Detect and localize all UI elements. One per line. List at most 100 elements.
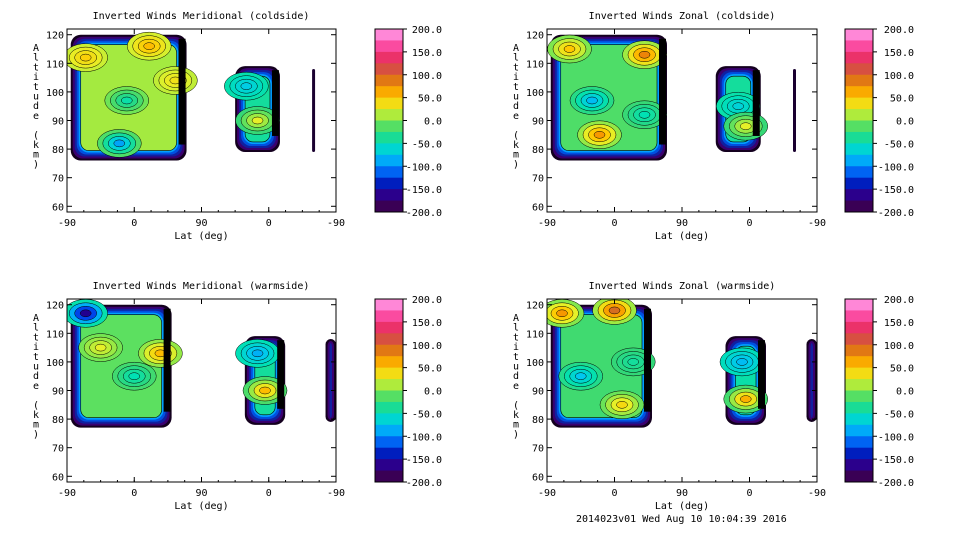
contour-level (616, 401, 628, 409)
x-tick-label: 0 (131, 218, 137, 229)
colorbar-tick-label: -200.0 (878, 478, 914, 489)
data-region-3 (806, 339, 817, 422)
colorbar-segment (375, 344, 403, 357)
colorbar-tick-label: -200.0 (878, 208, 914, 219)
colorbar-segment (845, 131, 873, 144)
contour-field (547, 34, 796, 161)
contour-level (113, 139, 126, 148)
y-tick-label: 70 (52, 174, 64, 185)
colorbar-tick-label: 100.0 (412, 341, 442, 352)
contour-level (638, 111, 651, 119)
colorbar-segment (375, 424, 403, 437)
colorbar-tick-label: -50.0 (412, 409, 442, 420)
contour-field (67, 299, 336, 428)
colorbar-tick-label: -50.0 (412, 139, 442, 150)
y-tick-label: 100 (46, 358, 64, 369)
colorbar-tick-label: -150.0 (878, 185, 914, 196)
y-tick-label: 80 (52, 145, 64, 156)
x-tick-label: 90 (676, 218, 688, 229)
data-region-3 (793, 69, 796, 152)
colorbar-tick-label: 200.0 (412, 25, 442, 36)
edge-bar (178, 38, 186, 145)
contour-level (143, 42, 155, 50)
colorbar-segment (845, 143, 873, 156)
y-tick-label: 100 (526, 88, 544, 99)
y-tick-label: 80 (532, 145, 544, 156)
data-region-2 (715, 66, 768, 152)
x-tick-label: 90 (195, 218, 207, 229)
colorbar-segment (375, 86, 403, 99)
contour-level (121, 96, 133, 105)
x-tick-label: 0 (611, 218, 617, 229)
colorbar-segment (375, 390, 403, 403)
colorbar-segment (845, 109, 873, 121)
panel-4: Inverted Winds Zonal (warmside) -90 0 90 0 -9… (513, 281, 914, 512)
contour-level (563, 45, 576, 53)
colorbar-segment (375, 459, 403, 472)
x-tick-label: 90 (195, 488, 207, 499)
edge-bar (163, 308, 171, 412)
y-tick-label: 110 (526, 329, 544, 340)
colorbar-segment (375, 109, 403, 121)
colorbar-tick-label: 100.0 (412, 71, 442, 82)
colorbar-segment (845, 413, 873, 426)
colorbar-tick-label: -200.0 (406, 478, 442, 489)
data-region-1 (67, 299, 183, 428)
colorbar-segment (845, 321, 873, 334)
colorbar-segment (375, 166, 403, 179)
colorbar-segment (845, 177, 873, 190)
colorbar-segment (375, 299, 403, 311)
y-tick-label: 110 (526, 59, 544, 70)
x-tick-label: -90 (327, 218, 345, 229)
y-tick-label: 90 (532, 117, 544, 128)
colorbar-segment (845, 29, 873, 41)
colorbar-tick-label: -150.0 (878, 455, 914, 466)
x-tick-label: 0 (746, 488, 752, 499)
contour-field (547, 299, 817, 428)
colorbar-tick-label: -50.0 (884, 139, 914, 150)
colorbar-segment (375, 379, 403, 391)
contour-level (586, 96, 598, 105)
x-axis-label: Lat (deg) (655, 231, 709, 242)
x-tick-label: -90 (808, 218, 826, 229)
colorbar-tick-label: 50.0 (890, 94, 914, 105)
data-region-2 (235, 336, 288, 425)
colorbar-segment (375, 131, 403, 144)
colorbar-tick-label: -100.0 (406, 162, 442, 173)
contour-level (240, 82, 253, 90)
colorbar-tick-label: 0.0 (424, 117, 442, 128)
contour-level (251, 116, 264, 125)
data-region-1 (67, 31, 198, 161)
x-tick-label: -90 (58, 218, 76, 229)
colorbar-segment (845, 401, 873, 414)
contour-level (608, 306, 621, 315)
colorbar-segment (845, 379, 873, 391)
colorbar-tick-label: 150.0 (884, 48, 914, 59)
y-tick-label: 120 (526, 31, 544, 42)
colorbar-tick-label: 0.0 (896, 117, 914, 128)
x-tick-label: 90 (676, 488, 688, 499)
x-tick-label: 0 (611, 488, 617, 499)
edge-bar (277, 340, 285, 409)
x-tick-label: 0 (266, 488, 272, 499)
colorbar-segment (375, 143, 403, 156)
colorbar-segment (375, 120, 403, 133)
contour-field (67, 31, 316, 161)
y-tick-label: 90 (532, 387, 544, 398)
colorbar-segment (375, 333, 403, 346)
data-region-1 (547, 299, 656, 428)
contour-level (251, 349, 264, 358)
colorbar-segment (845, 299, 873, 311)
x-axis-label: Lat (deg) (174, 231, 228, 242)
colorbar-segment (845, 424, 873, 437)
data-region-1 (547, 34, 667, 161)
contour-level (94, 343, 107, 352)
colorbar-segment (845, 310, 873, 323)
colorbar-tick-label: -100.0 (878, 432, 914, 443)
contour-level (732, 102, 744, 110)
colorbar-segment (375, 470, 403, 483)
contour-level (259, 386, 271, 395)
colorbar-tick-label: -50.0 (884, 409, 914, 420)
